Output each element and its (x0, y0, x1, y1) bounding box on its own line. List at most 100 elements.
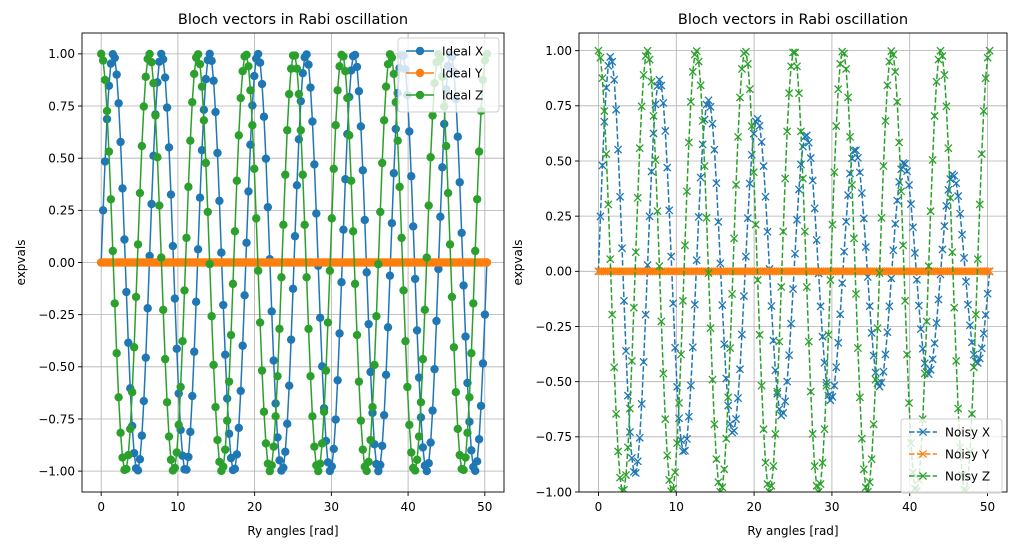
noisy-x-point (737, 330, 747, 339)
legend-marker-ideal-x (415, 46, 425, 56)
noisy-z-point (661, 415, 670, 424)
x-marker-stroke (625, 427, 634, 437)
ideal-z-point (374, 259, 383, 269)
ideal-x-point (253, 49, 263, 59)
x-marker-stroke (619, 486, 627, 492)
noisy-z-point (904, 398, 914, 408)
noisy-z-point (796, 127, 805, 136)
ideal-x-point (267, 307, 276, 316)
x-marker-stroke (659, 369, 668, 378)
ideal-z-point (465, 393, 474, 402)
x-marker-stroke (840, 247, 849, 256)
ideal-bloch-chart: 0 10 20 30 40 50 −1.00 −0.75 −0.50 −0.25 0.00 0.25 0… (14, 12, 505, 538)
x-marker-stroke (847, 154, 857, 163)
x-marker-stroke (830, 381, 839, 390)
x-marker-stroke (918, 427, 928, 437)
ideal-x-point (182, 465, 191, 474)
x-marker-stroke (621, 346, 631, 356)
noisy-z-point (901, 296, 910, 305)
x-marker-stroke (802, 282, 811, 292)
ideal-x-point (383, 323, 393, 332)
x-marker-stroke (641, 51, 650, 61)
x-marker-stroke (936, 46, 945, 55)
noisy-x-point (759, 162, 768, 171)
x-marker-stroke (741, 252, 750, 261)
x-marker-stroke (710, 420, 719, 429)
noisy-bloch-chart: 0 10 20 30 40 50 −1.00 −0.75 −0.50 −0.25 0.00 0.25 0… (511, 12, 1008, 538)
x-marker-stroke (783, 127, 792, 136)
ideal-x-point (310, 160, 319, 169)
ideal-x-point (412, 326, 422, 335)
x-marker-stroke (792, 215, 802, 224)
x-marker-stroke (643, 261, 652, 270)
ideal-z-point (224, 377, 234, 386)
x-marker-stroke (804, 138, 813, 147)
ideal-x-point (257, 79, 267, 89)
ideal-x-point (122, 287, 131, 297)
ideal-z-point (403, 382, 412, 392)
y-tick-label: −1.00 (38, 464, 75, 478)
x-marker-stroke (759, 425, 768, 434)
x-marker-stroke (875, 382, 884, 391)
x-marker-stroke (720, 340, 729, 349)
x-marker-stroke (924, 370, 933, 379)
ideal-z-point (292, 64, 302, 73)
x-marker-stroke (810, 204, 819, 213)
noisy-x-point (904, 180, 914, 190)
x-marker-stroke (796, 127, 805, 136)
x-marker-stroke (749, 129, 758, 138)
noisy-x-point (836, 310, 845, 319)
noisy-x-point (649, 129, 658, 138)
noisy-z-point (946, 193, 955, 202)
ideal-x-point (312, 209, 321, 218)
noisy-z-point (932, 77, 941, 86)
x-marker-stroke (924, 262, 933, 271)
noisy-z-point (922, 317, 931, 326)
noisy-z-point (673, 439, 682, 448)
ideal-x-point (290, 232, 300, 241)
noisy-z-point (853, 344, 862, 353)
x-tick-label: 10 (170, 500, 185, 514)
ideal-x-point (296, 96, 306, 106)
ideal-x-point (234, 423, 243, 433)
x-marker-stroke (849, 146, 859, 155)
x-marker-stroke (655, 75, 664, 84)
noisy-x-point (757, 137, 766, 146)
ideal-x-point (215, 196, 224, 206)
ideal-z-point (317, 439, 327, 448)
noisy-z-point (928, 155, 937, 165)
noisy-z-point (733, 132, 743, 141)
ideal-z-point (151, 111, 160, 120)
ideal-z-point (296, 126, 306, 135)
noisy-z-point (975, 200, 984, 209)
ideal-z-point (352, 330, 362, 340)
noisy-x-point (686, 381, 695, 390)
ideal-x-point (440, 119, 449, 129)
x-marker-stroke (895, 177, 904, 187)
x-marker-stroke (820, 425, 829, 434)
noisy-z-point (741, 47, 750, 56)
y-tick-label: −0.75 (535, 430, 572, 444)
x-marker-stroke (633, 193, 642, 202)
noisy-z-point (865, 478, 874, 487)
x-marker-stroke (952, 356, 961, 366)
x-marker-stroke (842, 217, 851, 226)
noisy-x-point (926, 365, 935, 374)
y-axis-label: expvals (511, 240, 525, 286)
x-marker-stroke (877, 213, 886, 222)
ideal-z-point (346, 176, 356, 185)
ideal-x-point (438, 163, 447, 172)
noisy-z-point (602, 149, 611, 159)
ideal-z-point (310, 442, 319, 451)
x-marker-stroke (696, 173, 705, 182)
ideal-x-point (147, 199, 156, 209)
ideal-x-point (133, 466, 143, 475)
noisy-z-point (885, 57, 894, 66)
ideal-x-point (362, 268, 371, 277)
noisy-z-point (869, 420, 878, 429)
noisy-x-point (977, 344, 986, 353)
x-marker-stroke (745, 179, 754, 188)
x-marker-stroke (879, 161, 888, 171)
ideal-x-point (480, 310, 490, 319)
